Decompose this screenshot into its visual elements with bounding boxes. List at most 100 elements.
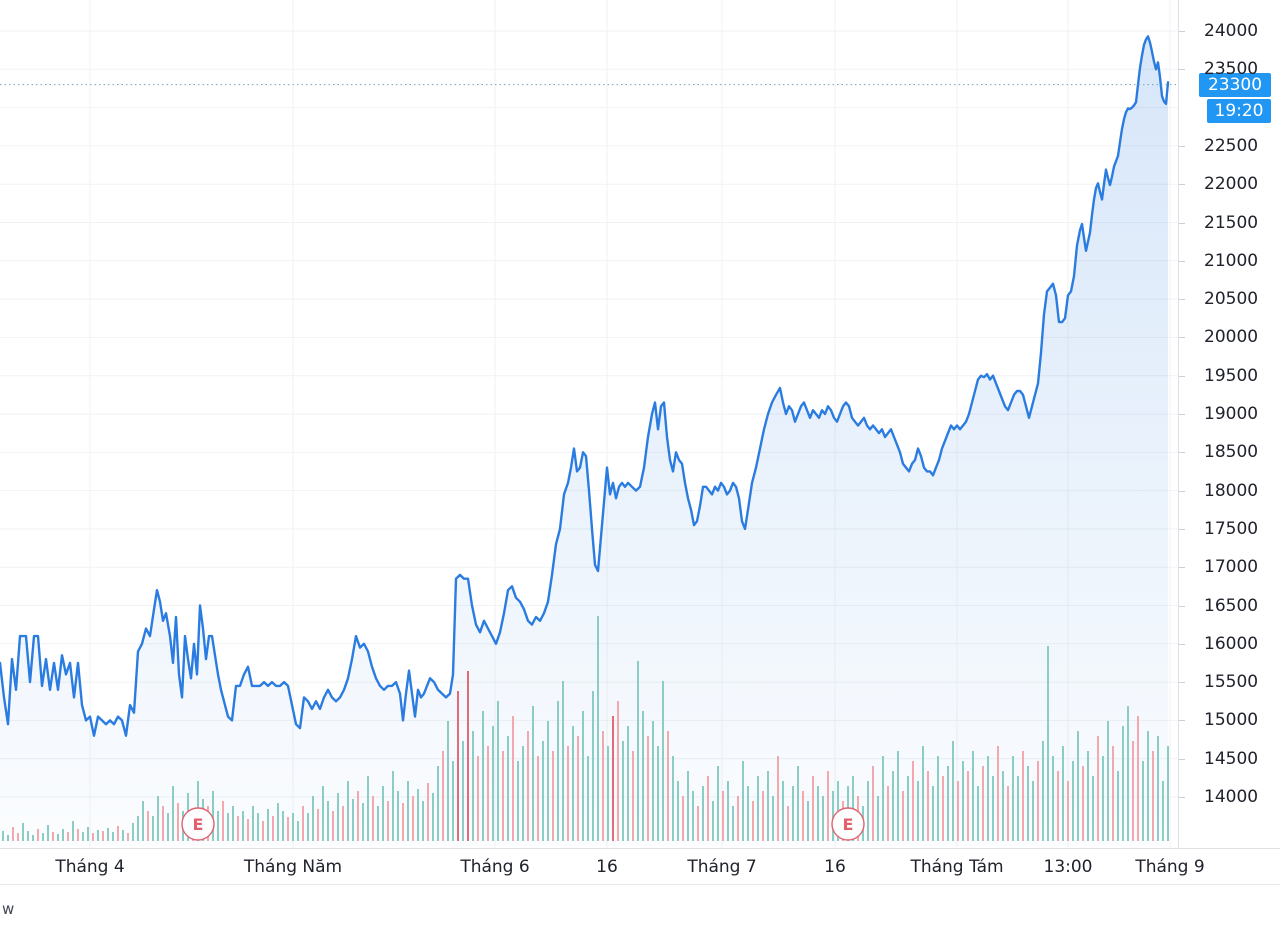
volume-bar: [622, 741, 624, 841]
volume-bar: [242, 811, 244, 841]
earnings-marker[interactable]: E: [181, 807, 215, 841]
price-tick-label: 16000: [1204, 634, 1259, 654]
volume-bar: [672, 756, 674, 841]
volume-bar: [752, 801, 754, 841]
time-tick-label: 16: [824, 857, 846, 877]
volume-bar: [972, 751, 974, 841]
volume-bar: [942, 776, 944, 841]
volume-bar: [57, 834, 59, 841]
volume-bar: [172, 786, 174, 841]
volume-bar: [1062, 746, 1064, 841]
volume-bar: [757, 776, 759, 841]
volume-bar: [962, 761, 964, 841]
last-price-badge: 23300: [1199, 73, 1271, 97]
volume-bar: [767, 771, 769, 841]
volume-bar: [137, 816, 139, 841]
volume-bar: [27, 831, 29, 841]
time-axis[interactable]: Tháng 4 Tháng Năm Tháng 6 16 Tháng 7 16 Tháng …: [0, 848, 1280, 885]
volume-bar: [122, 830, 124, 841]
volume-bar: [932, 786, 934, 841]
volume-bar: [1127, 706, 1129, 841]
price-tick-mark: [1179, 31, 1185, 32]
volume-bar: [657, 746, 659, 841]
volume-bar: [557, 701, 559, 841]
volume-bar: [297, 821, 299, 841]
volume-bar: [957, 781, 959, 841]
volume-bar: [647, 736, 649, 841]
volume-bar: [1107, 721, 1109, 841]
price-tick-mark: [1179, 452, 1185, 453]
volume-bar: [1077, 731, 1079, 841]
volume-bar: [467, 671, 469, 841]
volume-bar: [342, 806, 344, 841]
volume-bar: [952, 741, 954, 841]
volume-bar: [167, 813, 169, 841]
volume-bar: [1032, 781, 1034, 841]
volume-bar: [367, 776, 369, 841]
volume-bar: [612, 716, 614, 841]
watermark-text: w: [2, 900, 15, 918]
volume-bar: [1082, 766, 1084, 841]
price-tick-label: 24000: [1204, 21, 1259, 41]
volume-bar: [447, 721, 449, 841]
volume-bar: [717, 766, 719, 841]
volume-bar: [252, 806, 254, 841]
price-tick-label: 20500: [1204, 289, 1259, 309]
volume-bar: [107, 828, 109, 841]
volume-bar: [667, 731, 669, 841]
volume-bar: [697, 806, 699, 841]
volume-bar: [317, 809, 319, 841]
volume-bar: [802, 791, 804, 841]
volume-bar: [77, 829, 79, 841]
volume-bar: [32, 835, 34, 841]
time-tick-label: Tháng Năm: [243, 857, 343, 877]
volume-bar: [787, 806, 789, 841]
earnings-marker[interactable]: E: [831, 807, 865, 841]
price-axis[interactable]: 23300 19:20 24000 23500 22500 22000 21500 210…: [1178, 0, 1280, 885]
volume-bar: [442, 751, 444, 841]
volume-bar: [452, 761, 454, 841]
price-tick-mark: [1179, 644, 1185, 645]
volume-bar: [897, 751, 899, 841]
volume-bar: [832, 791, 834, 841]
volume-bar: [392, 771, 394, 841]
volume-bar: [712, 801, 714, 841]
volume-bar: [47, 825, 49, 841]
price-tick-mark: [1179, 759, 1185, 760]
volume-bar: [867, 781, 869, 841]
volume-bar: [87, 827, 89, 841]
time-tick-label: Tháng 6: [460, 857, 530, 877]
volume-bar: [277, 803, 279, 841]
volume-bar: [1017, 776, 1019, 841]
volume-bar: [517, 761, 519, 841]
price-tick-label: 18500: [1204, 442, 1259, 462]
volume-bar: [1122, 726, 1124, 841]
volume-bar: [522, 746, 524, 841]
price-tick-mark: [1179, 606, 1185, 607]
volume-bar: [582, 711, 584, 841]
volume-bar: [287, 817, 289, 841]
price-tick-label: 20000: [1204, 327, 1259, 347]
volume-bar: [67, 832, 69, 841]
volume-bar: [247, 819, 249, 841]
price-tick-label: 14000: [1204, 787, 1259, 807]
volume-bar: [562, 681, 564, 841]
price-tick-label: 16500: [1204, 596, 1259, 616]
price-tick-label: 17500: [1204, 519, 1259, 539]
volume-bar: [707, 776, 709, 841]
volume-bar: [1037, 761, 1039, 841]
volume-bar: [222, 801, 224, 841]
volume-bar: [892, 771, 894, 841]
volume-bar: [462, 741, 464, 841]
price-tick-mark: [1179, 682, 1185, 683]
volume-bar: [292, 813, 294, 841]
volume-bar: [1092, 776, 1094, 841]
svg-text:E: E: [843, 815, 854, 834]
price-tick-label: 15500: [1204, 672, 1259, 692]
volume-bar: [272, 816, 274, 841]
volume-bar: [337, 793, 339, 841]
volume-bar: [417, 789, 419, 841]
